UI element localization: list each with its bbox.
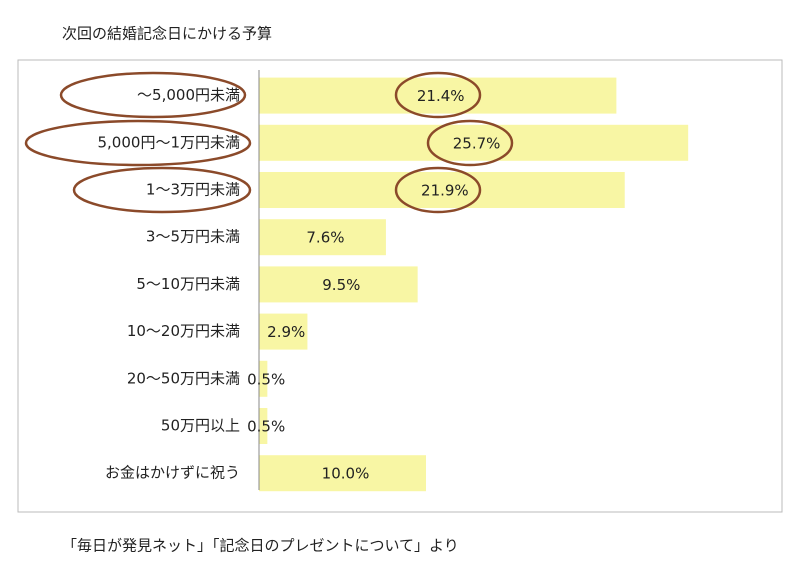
bar [259,266,418,303]
value-label: 25.7% [453,134,501,152]
value-label: 21.4% [417,87,465,105]
bar [259,77,617,114]
category-label: ～5,000円未満 [137,86,240,104]
source-note: 「毎日が発見ネット」「記念日のプレゼントについて」より [62,537,459,555]
category-label: 20～50万円未満 [127,369,240,387]
bar [259,313,308,350]
highlight-ellipse [72,166,252,214]
highlights [24,71,514,214]
plot-frame [17,59,783,513]
chart-title: 次回の結婚記念日にかける予算 [62,25,272,43]
value-label: 9.5% [322,276,360,294]
category-label: 50万円以上 [161,417,240,435]
bar [259,455,426,492]
highlight-ellipse [24,119,252,167]
value-label: 0.5% [247,418,285,436]
highlight-ellipse [394,166,482,214]
value-label: 2.9% [267,323,305,341]
category-label: 3～5万円未満 [146,228,240,246]
highlight-ellipse [59,71,247,119]
value-label: 10.0% [322,465,370,483]
category-label: お金はかけずに祝う [105,464,240,482]
value-label: 0.5% [247,370,285,388]
category-label: 10～20万円未満 [127,322,240,340]
category-label: 5,000円～1万円未満 [98,133,241,151]
category-label: 1～3万円未満 [146,181,240,199]
value-label: 21.9% [421,182,469,200]
highlight-ellipse [426,119,514,167]
bar [259,408,268,444]
highlight-ellipse [394,71,482,119]
bar-group [259,77,689,492]
value-label: 7.6% [306,229,344,247]
bar [259,172,625,208]
bar [259,124,689,161]
bar [259,360,268,397]
category-label: 5～10万円未満 [136,275,240,293]
bar [259,219,386,256]
